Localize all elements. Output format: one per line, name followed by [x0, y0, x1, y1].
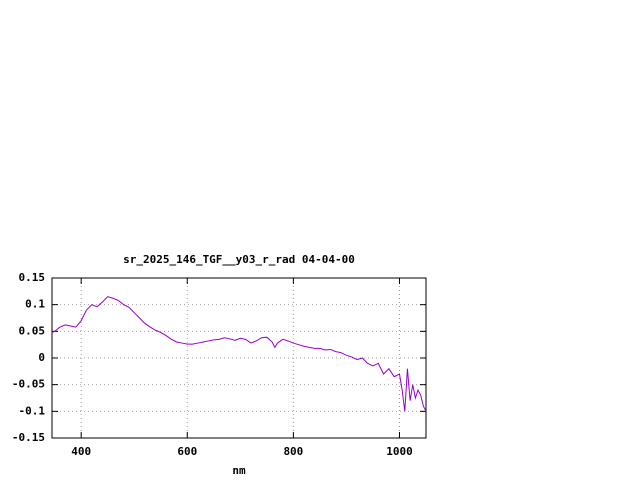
- x-tick-label: 1000: [386, 445, 413, 458]
- y-tick-label: 0.05: [19, 324, 46, 337]
- y-tick-label: 0: [38, 351, 45, 364]
- y-tick-label: -0.15: [12, 431, 45, 444]
- y-tick-label: 0.1: [25, 298, 45, 311]
- data-line: [51, 296, 427, 412]
- plot-border: [51, 277, 427, 439]
- y-tick-label: -0.1: [19, 404, 46, 417]
- x-tick-label: 400: [71, 445, 91, 458]
- chart-title: sr_2025_146_TGF__y03_r_rad 04-04-00: [123, 253, 355, 266]
- x-tick-label: 800: [283, 445, 303, 458]
- y-tick-label: -0.05: [12, 378, 45, 391]
- x-axis-label: nm: [232, 464, 246, 477]
- y-tick-label: 0.15: [19, 271, 46, 284]
- x-tick-label: 600: [177, 445, 197, 458]
